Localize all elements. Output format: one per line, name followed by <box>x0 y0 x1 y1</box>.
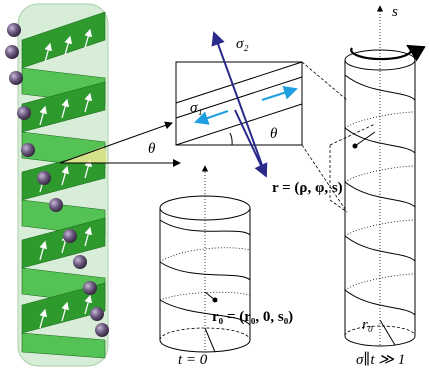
position-label: r = (ρ, φ, s) <box>272 180 343 196</box>
helix-cylinder <box>5 4 109 366</box>
sigma2-axis-down <box>235 110 266 176</box>
zoom-line <box>302 62 347 100</box>
cylinder-initial: r₀ = (r₀, 0, s₀) t = 0 <box>160 166 293 368</box>
radius-label: r₀ <box>362 317 373 333</box>
diagram: θ σ₂ σ₁ θ r₀ = (r₀, 0, s₀) t = 0 <box>0 0 430 371</box>
sigma1-label: σ₁ <box>190 100 203 116</box>
stripe-top <box>176 62 302 103</box>
left-time-label: t = 0 <box>178 352 208 368</box>
inset-theta-label: θ <box>270 126 278 142</box>
initial-position-label: r₀ = (r₀, 0, s₀) <box>212 309 293 325</box>
cylinder-late: s r₀ r = (ρ, φ, s) σ∥t ≫ 1 <box>272 4 415 368</box>
angle-label: θ <box>148 141 156 157</box>
right-time-label: σ∥t ≫ 1 <box>356 351 405 368</box>
inset-angle-arc <box>230 133 232 145</box>
sigma2-label: σ₂ <box>236 36 249 52</box>
axis-label: s <box>392 4 398 20</box>
sigma2-axis <box>214 33 266 176</box>
shear-arrow-right <box>262 89 296 100</box>
zoom-line <box>302 145 347 212</box>
